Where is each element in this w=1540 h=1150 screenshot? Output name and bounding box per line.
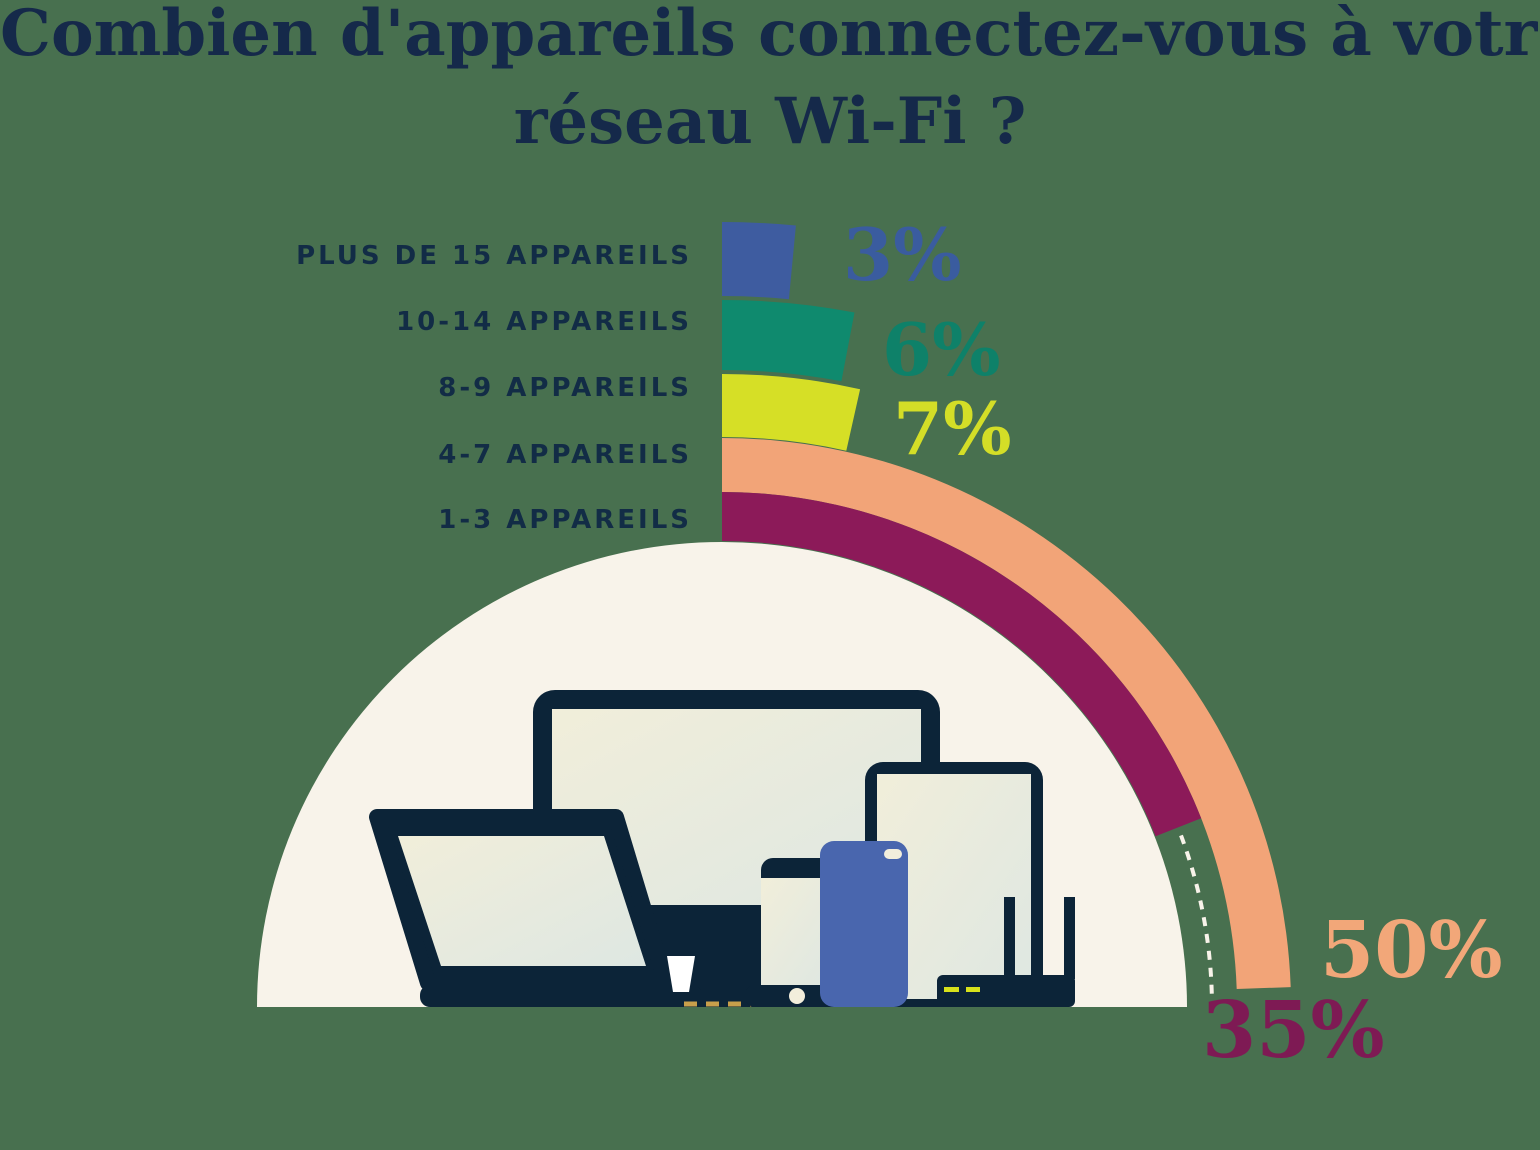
router-led-1	[944, 987, 959, 992]
category-label-10-14: 10-14 APPAREILS	[396, 307, 692, 337]
smart-device-body	[820, 841, 908, 1007]
gauge-arc-5	[722, 492, 1202, 837]
phone-home-button	[789, 988, 805, 1004]
value-label-7pct: 7%	[893, 386, 1012, 471]
value-label-6pct: 6%	[882, 307, 1001, 392]
title-line-1: Combien d'appareils connectez-vous à vot…	[0, 0, 1540, 71]
category-label-8-9: 8-9 APPAREILS	[438, 373, 692, 403]
router-antenna-left	[1004, 897, 1015, 979]
category-label-4-7: 4-7 APPAREILS	[438, 440, 692, 470]
router-led-2	[966, 987, 980, 992]
gauge-arc-2	[722, 299, 855, 382]
gauge-arc-3	[722, 373, 861, 451]
category-label-15plus: PLUS DE 15 APPAREILS	[296, 241, 692, 271]
smart-device-camera	[884, 849, 902, 859]
router-antenna-right	[1064, 897, 1075, 979]
page-title: Combien d'appareils connectez-vous à vot…	[0, 0, 1540, 166]
value-label-3pct: 3%	[843, 212, 962, 297]
leader-line-group	[1179, 834, 1214, 995]
gauge-arcs	[722, 222, 1291, 989]
gauge-arc-4	[722, 438, 1291, 989]
laptop-base	[420, 985, 702, 1007]
gauge-arc-1	[722, 222, 796, 300]
coffee-cup	[667, 956, 695, 992]
category-label-1-3: 1-3 APPAREILS	[438, 505, 692, 535]
devices-illustration	[369, 690, 1075, 1007]
leader-dashed-line	[1179, 834, 1214, 995]
laptop-screen	[398, 836, 646, 966]
title-line-2: réseau Wi-Fi ?	[513, 84, 1027, 159]
value-label-50pct: 50%	[1320, 905, 1503, 996]
router-body	[937, 975, 1075, 1007]
value-label-35pct: 35%	[1202, 985, 1385, 1076]
